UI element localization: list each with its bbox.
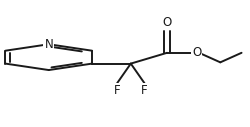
Text: O: O xyxy=(162,16,172,29)
Text: F: F xyxy=(141,84,148,97)
Text: F: F xyxy=(114,84,120,97)
Text: O: O xyxy=(192,46,201,59)
Text: N: N xyxy=(44,38,53,51)
